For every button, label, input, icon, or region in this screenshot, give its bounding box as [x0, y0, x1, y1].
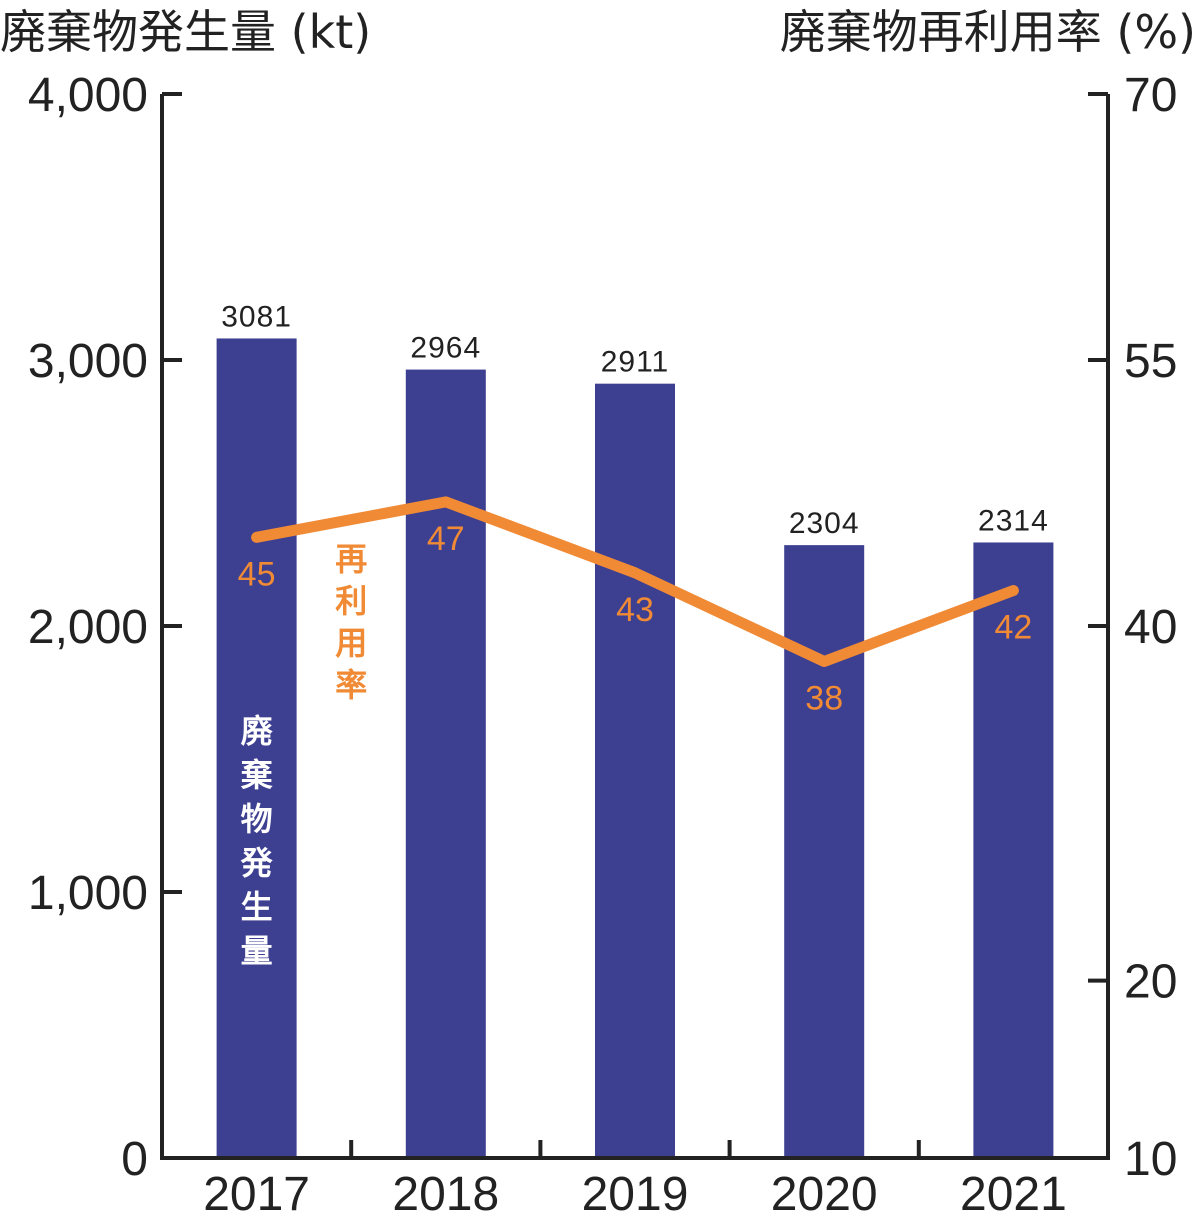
line-series-label-char: 率	[335, 666, 367, 704]
x-tick-label: 2017	[203, 1168, 310, 1215]
line-series-label-char: 利	[335, 582, 367, 620]
bar-2021	[973, 542, 1054, 1158]
line-value-label: 43	[616, 591, 654, 629]
x-tick-label: 2019	[582, 1168, 689, 1215]
left-tick-label: 1,000	[28, 867, 148, 920]
line-value-label: 47	[427, 520, 465, 558]
left-tick-label: 2,000	[28, 601, 148, 654]
bar-2019	[595, 383, 675, 1158]
bar-series-label-char: 発	[240, 844, 274, 882]
line-value-label: 38	[805, 679, 843, 717]
bar-value-label: 2304	[789, 507, 860, 540]
left-tick-label: 4,000	[28, 69, 148, 122]
bar-series-label-char: 物	[241, 800, 273, 838]
right-tick-label: 10	[1124, 1133, 1177, 1186]
left-tick-label: 0	[121, 1133, 148, 1186]
reuse-rate-line	[251, 496, 1019, 667]
right-axis-title: 廃棄物再利用率 (%)	[780, 5, 1196, 59]
bar-value-label: 3081	[221, 300, 292, 333]
bar-value-label: 2964	[410, 332, 481, 365]
line-series-label-char: 用	[335, 624, 367, 662]
x-tick-label: 2021	[960, 1168, 1067, 1215]
left-tick-label: 3,000	[28, 335, 148, 388]
bar-series-label-char: 棄	[241, 756, 274, 794]
bar-2017	[216, 338, 297, 1159]
bar-2018	[405, 369, 486, 1158]
right-tick-label: 70	[1124, 69, 1177, 122]
line-series-label-char: 再	[335, 540, 367, 578]
right-tick-label: 40	[1124, 601, 1177, 654]
x-tick-label: 2018	[392, 1168, 499, 1215]
right-tick-label: 55	[1124, 335, 1177, 388]
bar-series-label-char: 生	[241, 888, 273, 926]
bar-series-label-char: 量	[241, 932, 273, 970]
bar-2020	[784, 545, 865, 1158]
x-tick-label: 2020	[771, 1168, 878, 1215]
bar-value-label: 2911	[601, 346, 670, 379]
left-axis-title: 廃棄物発生量 (kt)	[0, 5, 371, 59]
bar-value-label: 2314	[978, 504, 1049, 537]
line-value-label: 45	[238, 555, 276, 593]
bar-series-label-char: 廃	[241, 712, 274, 750]
right-tick-label: 20	[1124, 956, 1177, 1009]
line-value-label: 42	[994, 609, 1032, 647]
